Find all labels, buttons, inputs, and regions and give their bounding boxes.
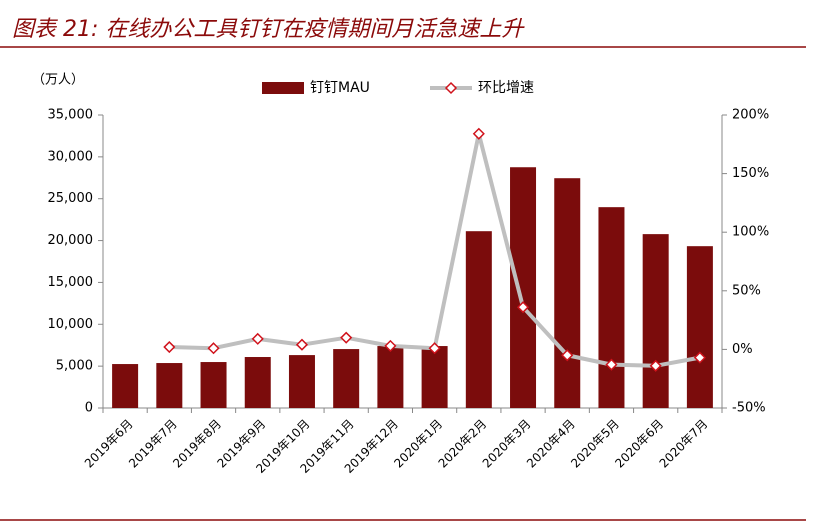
y-tick-label: 0 (85, 401, 93, 416)
y-axis-unit: （万人） (32, 73, 84, 88)
y2-tick-label: 50% (732, 283, 761, 298)
y2-tick-label: 150% (732, 166, 769, 181)
y2-tick-label: -50% (732, 401, 766, 416)
marker (251, 332, 264, 345)
bar (200, 362, 227, 408)
y-tick-label: 20,000 (48, 233, 94, 248)
marker (516, 301, 530, 314)
y-tick-label: 10,000 (48, 317, 94, 332)
x-tick-label: 2020年7月 (657, 417, 711, 471)
bar (465, 231, 492, 408)
y-tick-label: 5,000 (56, 359, 93, 374)
y-tick-label: 35,000 (48, 108, 94, 123)
bar (156, 363, 183, 408)
bar (510, 167, 537, 408)
marker (295, 338, 309, 351)
bar (642, 234, 669, 408)
y2-tick-label: 0% (732, 342, 753, 357)
marker (163, 340, 176, 354)
bar (377, 346, 404, 408)
y-tick-label: 25,000 (48, 191, 94, 206)
bar (333, 349, 360, 408)
marker (561, 349, 574, 362)
legend-marker (444, 81, 458, 95)
marker (384, 339, 397, 352)
y-tick-label: 15,000 (48, 275, 94, 290)
y2-tick-label: 200% (732, 108, 769, 123)
marker (428, 342, 441, 355)
marker (605, 358, 618, 371)
marker (207, 342, 220, 355)
legend-swatch (262, 82, 304, 94)
y-tick-label: 30,000 (48, 149, 94, 164)
bar (598, 207, 625, 408)
marker (649, 359, 662, 372)
marker (340, 331, 353, 344)
bar (554, 178, 581, 408)
y2-tick-label: 100% (732, 225, 769, 240)
legend-label: 环比增速 (478, 80, 534, 96)
bar (244, 357, 271, 408)
bar (288, 355, 315, 408)
marker (693, 351, 706, 364)
legend-label: 钉钉MAU (310, 80, 370, 96)
bar (112, 364, 139, 408)
chart-title: 图表 21: 在线办公工具钉钉在疫情期间月活急速上升 (12, 17, 525, 42)
bar (421, 346, 448, 408)
bar (686, 246, 713, 408)
marker (472, 127, 485, 140)
